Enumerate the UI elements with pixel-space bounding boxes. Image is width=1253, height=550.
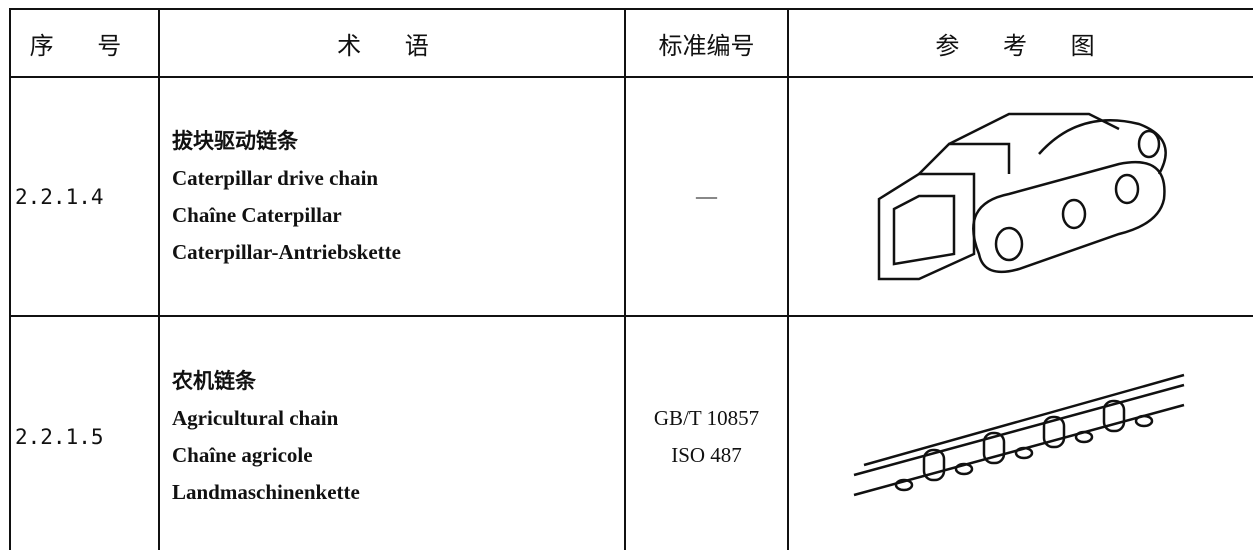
figure-line — [1134, 414, 1154, 427]
term-german: Landmaschinenkette — [172, 480, 360, 504]
figure-line — [892, 194, 956, 266]
figure-cell — [787, 76, 1253, 317]
figure-line — [894, 478, 914, 491]
term-cell: 农机链条 Agricultural chain Chaîne agricole … — [158, 315, 626, 550]
standard: — — [696, 184, 717, 208]
standard-cell: GB/T 10857 ISO 487 — [624, 315, 789, 550]
term-cell: 拔块驱动链条 Caterpillar drive chain Chaîne Ca… — [158, 76, 626, 317]
figure-line — [922, 448, 946, 481]
term-english: Caterpillar drive chain — [172, 165, 379, 190]
number-cell: 2.2.1.4 — [9, 76, 160, 317]
figure-line — [1102, 399, 1126, 432]
figure-line — [918, 142, 1011, 175]
figure-line — [972, 160, 1166, 274]
term-chinese: 拔块驱动链条 — [172, 128, 298, 153]
header-row: 序 号 术 语 标准编号 参 考 图 — [9, 8, 1253, 78]
term-chinese: 农机链条 — [172, 369, 256, 393]
standard: GB/T 10857 — [653, 406, 760, 430]
header-cell: 标准编号 — [624, 8, 789, 78]
caterpillar-chain-figure — [877, 112, 1167, 281]
header-cell: 序 号 — [9, 8, 160, 78]
figure-cell — [787, 315, 1253, 550]
term-french: Chaîne agricole — [172, 443, 313, 467]
figure-line — [1014, 446, 1034, 459]
table-row: 2.2.1.5 农机链条 Agricultural chain Chaîne a… — [9, 315, 1253, 550]
figure-line — [954, 462, 974, 475]
figure-line — [1038, 119, 1167, 175]
term-table: 序 号 术 语 标准编号 参 考 图 2.2.1.4 拔块驱动链条 Caterp… — [9, 8, 1253, 550]
term-english: Agricultural chain — [172, 406, 339, 430]
figure-line — [1114, 173, 1140, 205]
figure-line — [994, 226, 1024, 262]
table-row: 2.2.1.4 拔块驱动链条 Caterpillar drive chain C… — [9, 76, 1253, 317]
standard-cell: — — [624, 76, 789, 317]
term-french: Chaîne Caterpillar — [172, 202, 342, 227]
header-cell: 术 语 — [158, 8, 626, 78]
agricultural-chain-figure — [853, 373, 1185, 496]
standard: ISO 487 — [671, 443, 742, 467]
figure-line — [948, 112, 1120, 146]
figure-line — [1042, 415, 1066, 448]
figure-line — [853, 373, 1185, 496]
header-cell: 参 考 图 — [787, 8, 1253, 78]
term-german: Caterpillar-Antriebskette — [172, 239, 401, 264]
number-cell: 2.2.1.5 — [9, 315, 160, 550]
figure-line — [1074, 430, 1094, 443]
figure-line — [1061, 198, 1087, 230]
figure-line — [982, 431, 1006, 464]
figure-line — [1137, 129, 1161, 159]
